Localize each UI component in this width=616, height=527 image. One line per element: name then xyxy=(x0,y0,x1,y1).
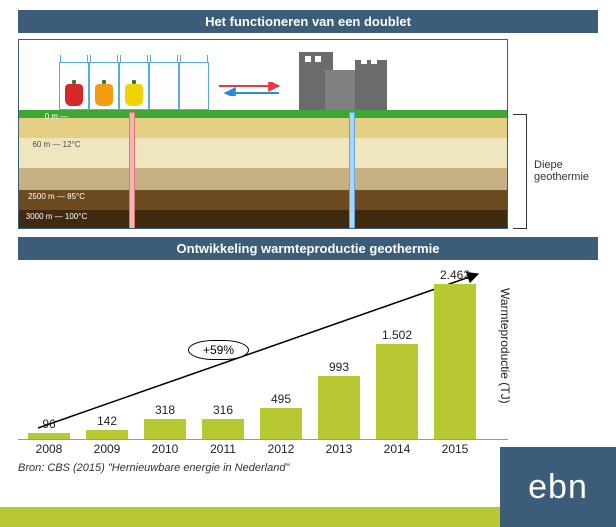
bar-value-label: 1.502 xyxy=(376,328,418,342)
trend-percent-label: +59% xyxy=(188,340,249,360)
production-well-icon xyxy=(349,112,355,229)
pepper-icon xyxy=(65,84,83,106)
bar-value-label: 993 xyxy=(318,360,360,374)
bar-value-label: 96 xyxy=(28,417,70,431)
x-axis-label: 2008 xyxy=(24,442,74,456)
geology-layer xyxy=(19,168,507,190)
bar xyxy=(202,419,244,439)
logo-text: ebn xyxy=(528,468,588,507)
bar xyxy=(318,376,360,439)
layer-depth-label: 0 m — xyxy=(19,112,94,121)
injection-well-icon xyxy=(129,112,135,229)
bar xyxy=(434,284,476,439)
doublet-scene: 0 m — 60 m — 12°C 2500 m — 85°C 3000 m — 10… xyxy=(18,39,508,229)
bar-value-label: 316 xyxy=(202,403,244,417)
ebn-logo: ebn xyxy=(500,447,616,527)
bar-chart: +59% Warmteproductie (TJ) 96200814220093… xyxy=(18,270,508,440)
doublet-panel: Het functioneren van een doublet xyxy=(18,10,598,229)
pepper-icon xyxy=(95,84,113,106)
bar-value-label: 142 xyxy=(86,414,128,428)
bar-value-label: 2.462 xyxy=(434,268,476,282)
x-axis-label: 2013 xyxy=(314,442,364,456)
bar xyxy=(376,344,418,439)
x-axis-label: 2015 xyxy=(430,442,480,456)
bar xyxy=(86,430,128,439)
layer-depth-label: 60 m — 12°C xyxy=(19,140,94,149)
doublet-title: Het functioneren van een doublet xyxy=(18,10,598,33)
heat-arrows-icon xyxy=(217,82,287,96)
chart-title: Ontwikkeling warmteproductie geothermie xyxy=(18,237,598,260)
x-axis-label: 2010 xyxy=(140,442,190,456)
building-icon xyxy=(299,46,399,110)
layer-depth-label: 3000 m — 100°C xyxy=(19,212,94,221)
x-axis-label: 2009 xyxy=(82,442,132,456)
bar xyxy=(144,419,186,439)
y-axis-title: Warmteproductie (TJ) xyxy=(498,288,512,404)
pepper-icon xyxy=(125,84,143,106)
bar-value-label: 495 xyxy=(260,392,302,406)
bar xyxy=(260,408,302,439)
bar-value-label: 318 xyxy=(144,403,186,417)
deep-geothermal-label: Diepe geothermie xyxy=(534,159,598,183)
x-axis-label: 2014 xyxy=(372,442,422,456)
x-axis-label: 2012 xyxy=(256,442,306,456)
geology-layer xyxy=(19,118,507,138)
greenhouse xyxy=(59,62,209,110)
chart-panel: Ontwikkeling warmteproductie geothermie … xyxy=(18,237,598,474)
bar xyxy=(28,433,70,439)
footer-stripe xyxy=(0,507,500,527)
x-axis-label: 2011 xyxy=(198,442,248,456)
depth-bracket xyxy=(513,114,527,229)
layer-depth-label: 2500 m — 85°C xyxy=(19,192,94,201)
